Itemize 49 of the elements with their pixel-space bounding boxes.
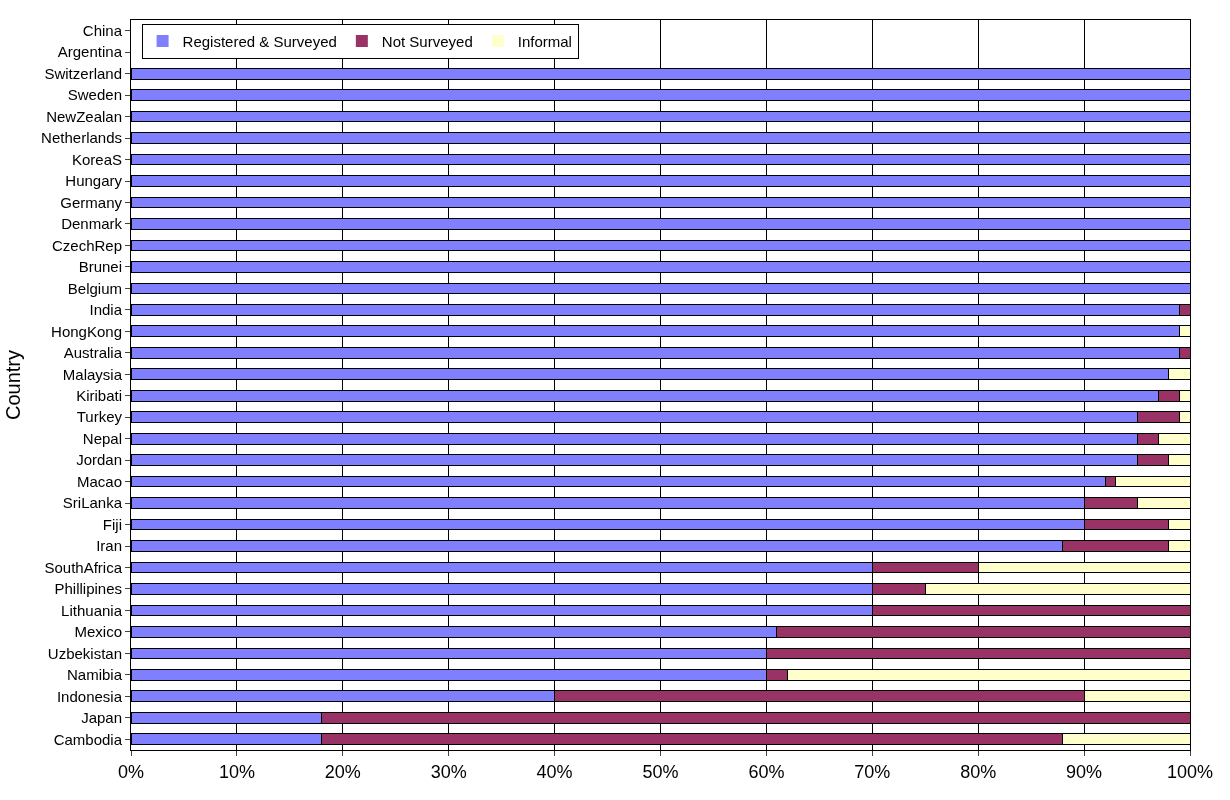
y-tick-label: Switzerland: [44, 64, 122, 82]
y-tick-label: CzechRep: [51, 236, 122, 254]
y-tick-label: Belgium: [67, 279, 122, 297]
y-tick-label: Malaysia: [62, 365, 123, 383]
y-axis-title: Country: [1, 349, 24, 421]
x-tick-label: 70%: [854, 761, 891, 782]
y-tick-label: Uzbekistan: [47, 644, 122, 662]
y-tick-label: Fiji: [102, 515, 122, 533]
y-tick-label: Germany: [60, 193, 123, 211]
y-tick-label: Netherlands: [41, 129, 122, 147]
y-tick-label: Nepal: [82, 429, 122, 447]
y-tick-label: Jordan: [76, 451, 122, 469]
y-tick-label: KoreaS: [71, 150, 122, 168]
legend-label: Not Surveyed: [381, 32, 473, 50]
x-tick-label: 20%: [324, 761, 361, 782]
y-tick-label: Argentina: [57, 43, 123, 61]
x-tick-label: 100%: [1166, 761, 1214, 782]
y-tick-label: Lithuania: [61, 601, 123, 619]
y-tick-label: Sweden: [67, 86, 122, 104]
x-tick-label: 0%: [117, 761, 145, 782]
y-tick-label: Hungary: [65, 172, 123, 190]
x-tick-label: 90%: [1066, 761, 1103, 782]
y-tick-label: India: [89, 301, 123, 319]
y-tick-label: Australia: [63, 344, 123, 362]
legend-label: Informal: [517, 32, 572, 50]
y-tick-label: Cambodia: [53, 730, 123, 748]
y-tick-label: Brunei: [78, 258, 122, 276]
y-tick-label: SouthAfrica: [44, 558, 123, 576]
x-tick-label: 60%: [748, 761, 785, 782]
x-tick-label: 30%: [430, 761, 467, 782]
x-tick-label: 40%: [536, 761, 573, 782]
y-tick-label: Turkey: [76, 408, 123, 426]
y-tick-label: China: [82, 21, 123, 39]
x-tick-label: 10%: [218, 761, 255, 782]
y-tick-label: Kiribati: [76, 386, 122, 404]
y-tick-label: SriLanka: [62, 494, 123, 512]
y-tick-label: Phillipines: [54, 580, 122, 598]
x-tick-label: 50%: [642, 761, 679, 782]
y-tick-label: Indonesia: [56, 687, 123, 705]
y-tick-label: Namibia: [66, 666, 123, 684]
legend-label: Registered & Surveyed: [182, 32, 337, 50]
y-tick-label: NewZealan: [46, 107, 122, 125]
y-tick-label: Denmark: [61, 215, 123, 233]
x-tick-label: 80%: [960, 761, 997, 782]
y-tick-label: Macao: [76, 472, 122, 490]
y-tick-label: Iran: [96, 537, 122, 555]
y-tick-label: HongKong: [51, 322, 122, 340]
y-tick-label: Mexico: [74, 623, 122, 641]
y-tick-label: Japan: [81, 709, 122, 727]
